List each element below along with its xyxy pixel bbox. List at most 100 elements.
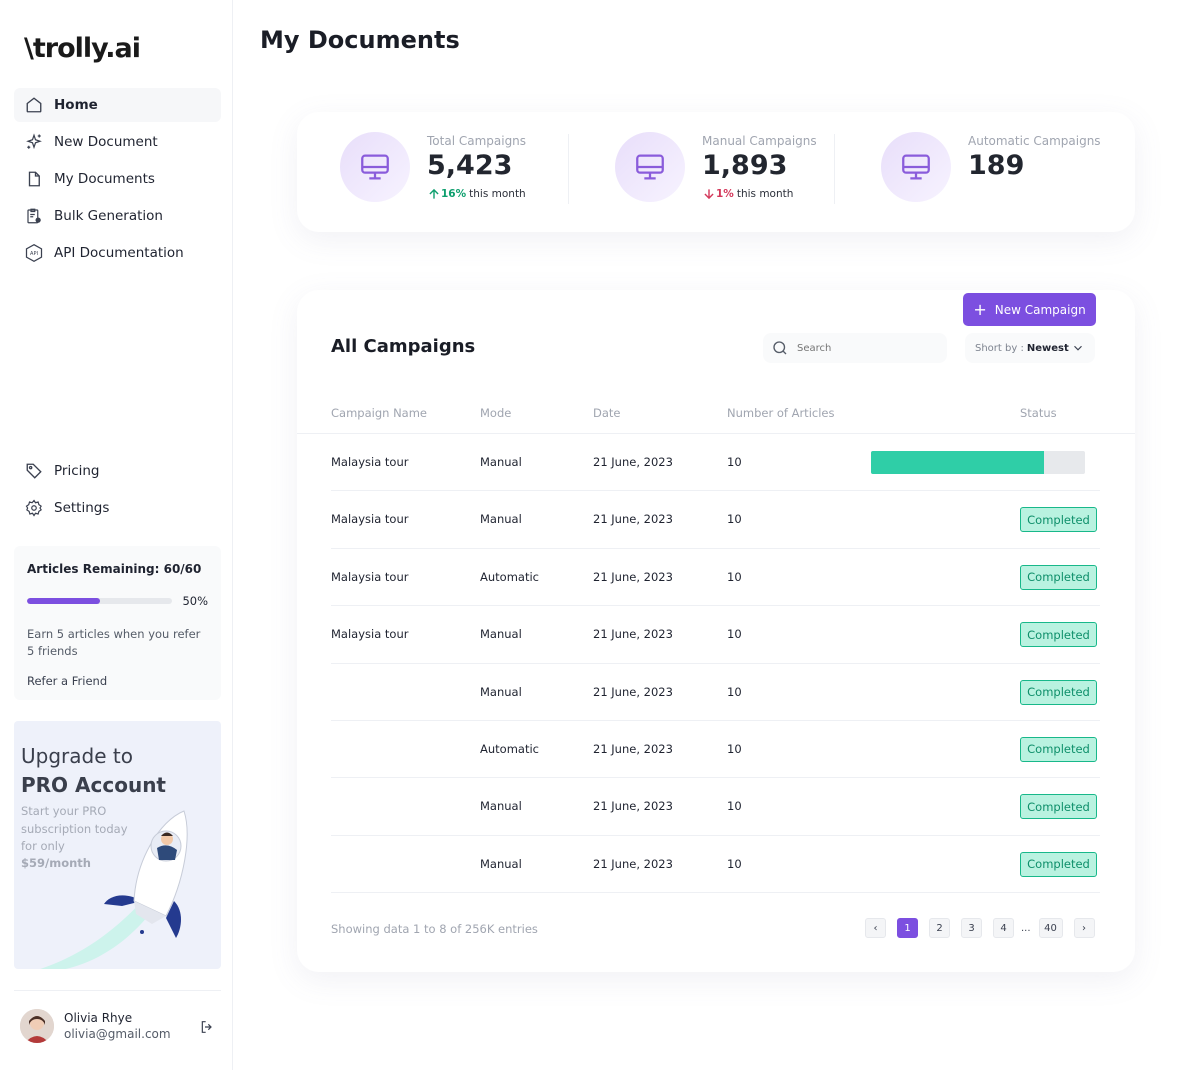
sidebar-item-label: Bulk Generation (54, 208, 163, 224)
search-box[interactable] (763, 333, 947, 363)
svg-text:API: API (30, 251, 38, 257)
plus-icon: + (973, 299, 987, 319)
prev-page-button[interactable]: ‹ (865, 918, 886, 938)
cell-articles: 10 (727, 856, 742, 871)
document-icon (24, 169, 44, 189)
stats-card: Total Campaigns 5,423 16% this month Man… (297, 112, 1135, 232)
page-button[interactable]: 4 (993, 918, 1014, 938)
sidebar-item-my-documents[interactable]: My Documents (14, 162, 221, 196)
status-badge: Completed (1020, 851, 1097, 877)
sidebar-item-label: New Document (54, 134, 158, 150)
clipboard-clock-icon (24, 206, 44, 226)
articles-remaining-card: Articles Remaining: 60/60 50% Earn 5 art… (14, 546, 221, 700)
search-input[interactable] (797, 342, 937, 354)
table-row[interactable]: Malaysia tour Manual 21 June, 2023 10 Comple… (331, 606, 1100, 664)
table-row[interactable]: Manual 21 June, 2023 10 Completed (331, 836, 1100, 894)
cell-mode: Manual (480, 799, 522, 814)
column-header-articles[interactable]: Number of Articles (727, 406, 835, 420)
table-row[interactable]: Automatic 21 June, 2023 10 Completed (331, 721, 1100, 779)
cell-mode: Automatic (480, 741, 539, 756)
sidebar-item-bulk-generation[interactable]: Bulk Generation (14, 199, 221, 233)
table-row[interactable]: Manual 21 June, 2023 10 Completed (331, 778, 1100, 836)
logout-icon[interactable] (199, 1019, 215, 1039)
cell-articles: 10 (727, 512, 742, 527)
status-badge: Completed (1020, 794, 1097, 820)
cell-campaign-name: Malaysia tour (331, 569, 409, 584)
sidebar-item-api-documentation[interactable]: API API Documentation (14, 236, 221, 270)
sidebar-item-label: My Documents (54, 171, 155, 187)
secondary-nav: Pricing Settings (14, 454, 221, 528)
rocket-illustration-icon (40, 810, 188, 969)
cell-date: 21 June, 2023 (593, 512, 673, 527)
avatar[interactable] (20, 1008, 54, 1043)
status-progress-fill (871, 451, 1045, 474)
cell-date: 21 June, 2023 (593, 455, 673, 469)
logo[interactable]: \trolly.ai (24, 24, 141, 64)
cell-campaign-name: Malaysia tour (331, 627, 409, 642)
cell-articles: 10 (727, 684, 742, 699)
page-button[interactable]: 40 (1038, 918, 1063, 938)
stat-value: 189 (968, 150, 1025, 181)
page-button[interactable]: 3 (961, 918, 982, 938)
sort-value: Newest (1026, 342, 1069, 354)
table-row[interactable]: Malaysia tour Manual 21 June, 2023 10 Comple… (331, 491, 1100, 549)
search-icon (773, 341, 787, 355)
new-campaign-button[interactable]: + New Campaign (963, 293, 1096, 326)
table-row[interactable]: Malaysia tour Manual 21 June, 2023 10 (331, 434, 1100, 492)
column-header-date[interactable]: Date (593, 406, 621, 420)
cell-date: 21 June, 2023 (593, 856, 673, 871)
logo-text: \trolly.ai (24, 33, 141, 64)
sort-dropdown[interactable]: Short by : Newest (965, 333, 1095, 363)
sidebar-item-settings[interactable]: Settings (14, 491, 221, 525)
cell-articles: 10 (727, 741, 742, 756)
column-header-campaign-name[interactable]: Campaign Name (331, 406, 427, 420)
table-row[interactable]: Manual 21 June, 2023 10 Completed (331, 664, 1100, 721)
cell-mode: Manual (480, 627, 522, 642)
articles-progress-bar (27, 598, 173, 604)
sidebar-item-label: Settings (54, 500, 110, 516)
stat-label: Total Campaigns (427, 134, 527, 148)
campaigns-card: + New Campaign All Campaigns Short by : … (297, 290, 1135, 972)
sort-label: Short by : (975, 342, 1024, 354)
cell-date: 21 June, 2023 (593, 684, 673, 699)
cell-mode: Manual (480, 512, 522, 527)
stat-change-suffix: this month (469, 188, 526, 200)
column-header-mode[interactable]: Mode (480, 406, 512, 420)
articles-progress-fill (27, 598, 100, 604)
sidebar-item-pricing[interactable]: Pricing (14, 454, 221, 488)
arrow-up-icon (429, 188, 439, 199)
status-badge: Completed (1020, 736, 1097, 762)
user-name: Olivia Rhye (64, 1010, 133, 1025)
user-profile[interactable]: Olivia Rhye olivia@gmail.com (14, 990, 221, 1060)
column-header-status[interactable]: Status (1020, 406, 1057, 420)
chevron-down-icon (1074, 345, 1082, 351)
stat-icon-circle (615, 132, 685, 202)
stat-icon-circle (340, 132, 410, 202)
pagination-ellipsis: ... (1021, 922, 1031, 934)
cell-campaign-name: Malaysia tour (331, 512, 409, 527)
sidebar-item-home[interactable]: Home (14, 88, 221, 122)
sidebar-item-label: Home (54, 97, 98, 113)
cell-articles: 10 (727, 627, 742, 642)
status-badge: Completed (1020, 564, 1097, 590)
articles-remaining-title: Articles Remaining: 60/60 (27, 562, 202, 576)
table-body: Malaysia tour Manual 21 June, 2023 10 Malays… (331, 434, 1100, 894)
articles-progress-percent: 50% (182, 594, 208, 608)
stat-label: Manual Campaigns (702, 134, 817, 148)
sidebar-item-new-document[interactable]: New Document (14, 125, 221, 159)
refer-friend-link[interactable]: Refer a Friend (27, 674, 108, 688)
page-button[interactable]: 1 (897, 918, 918, 938)
arrow-down-icon (704, 189, 714, 200)
pagination: ‹ 1 2 3 4... 40 › (865, 918, 1106, 938)
home-icon (24, 95, 44, 115)
cell-mode: Manual (480, 856, 522, 871)
user-email: olivia@gmail.com (64, 1026, 171, 1041)
cell-articles: 10 (727, 455, 742, 469)
table-row[interactable]: Malaysia tour Automatic 21 June, 2023 10 Com… (331, 549, 1100, 607)
page-button[interactable]: 2 (929, 918, 950, 938)
cell-date: 21 June, 2023 (593, 627, 673, 642)
next-page-button[interactable]: › (1073, 918, 1095, 938)
sparkle-icon (24, 132, 44, 152)
stat-value: 1,893 (702, 150, 788, 181)
upgrade-pro-card[interactable]: Upgrade to PRO Account Start your PRO su… (14, 721, 221, 969)
